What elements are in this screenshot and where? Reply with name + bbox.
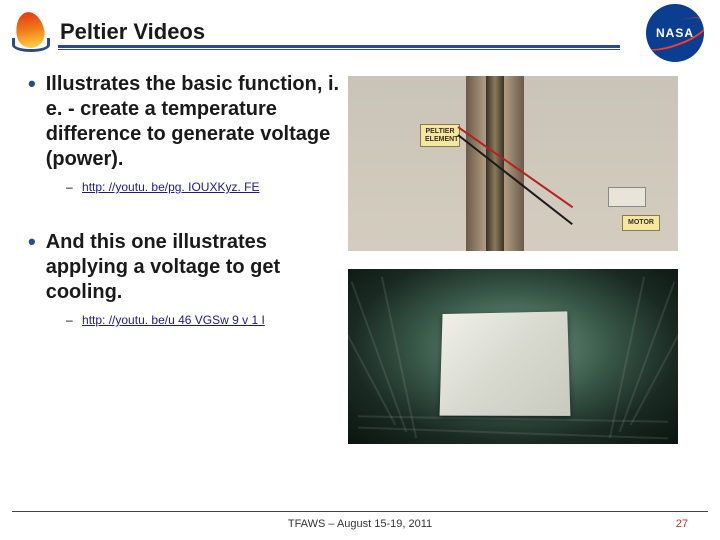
video-link-2[interactable]: http: //youtu. be/u 46 VGSw 9 v 1 I — [82, 313, 265, 327]
peltier-chip-graphic — [440, 311, 571, 416]
bullet-dot-icon: • — [28, 230, 36, 254]
bullet-item: • Illustrates the basic function, i. e. … — [28, 72, 340, 194]
footer-divider — [12, 511, 708, 512]
bullet-main: • And this one illustrates applying a vo… — [28, 230, 340, 305]
nasa-logo: NASA — [646, 4, 704, 62]
slide-title: Peltier Videos — [60, 19, 708, 45]
slide-footer: TFAWS – August 15-19, 2011 27 — [12, 511, 708, 530]
bullet-dot-icon: • — [28, 72, 36, 96]
tfaws-logo — [12, 12, 52, 52]
swoosh-icon — [12, 38, 50, 52]
video-link-1[interactable]: http: //youtu. be/pg. IOUXKyz. FE — [82, 180, 259, 194]
sub-link-row: – http: //youtu. be/u 46 VGSw 9 v 1 I — [66, 313, 340, 327]
footer-text: TFAWS – August 15-19, 2011 — [288, 518, 432, 530]
dash-icon: – — [66, 180, 73, 194]
component-graphic — [608, 187, 646, 207]
slide-header: Peltier Videos NASA — [0, 0, 720, 56]
slide-content: • Illustrates the basic function, i. e. … — [0, 56, 720, 476]
bullet-main: • Illustrates the basic function, i. e. … — [28, 72, 340, 172]
page-number: 27 — [676, 518, 688, 530]
bullet-text: Illustrates the basic function, i. e. - … — [46, 72, 340, 172]
title-underline — [58, 45, 620, 50]
nasa-swoosh-icon — [646, 11, 704, 57]
motor-label: MOTOR — [622, 215, 660, 231]
dash-icon: – — [66, 313, 73, 327]
sub-link-row: – http: //youtu. be/pg. IOUXKyz. FE — [66, 180, 340, 194]
text-column: • Illustrates the basic function, i. e. … — [28, 72, 348, 476]
peltier-label: PELTIER ELEMENT — [420, 124, 460, 147]
bullet-item: • And this one illustrates applying a vo… — [28, 230, 340, 327]
image-column: PELTIER ELEMENT MOTOR — [348, 72, 688, 476]
video-thumbnail-2 — [348, 269, 678, 444]
bullet-text: And this one illustrates applying a volt… — [46, 230, 340, 305]
video-thumbnail-1: PELTIER ELEMENT MOTOR — [348, 76, 678, 251]
